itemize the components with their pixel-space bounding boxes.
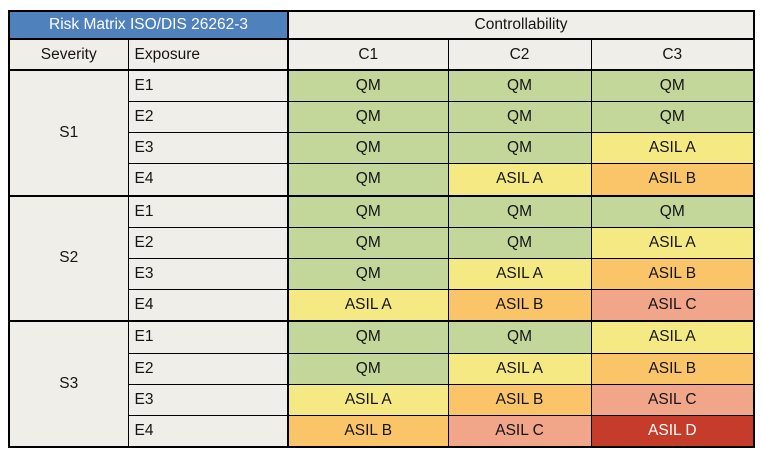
risk-cell-s1-e1-c2: QM <box>447 69 592 103</box>
risk-cell-s3-e1-c3: ASIL A <box>590 320 755 354</box>
risk-cell-s1-e4-c1: QM <box>287 163 449 197</box>
matrix-body: S1 E1 QM QM QM E2 QM QM QM E3 QM QM ASIL A E4 QM ASIL A… <box>8 69 755 448</box>
exposure-cell-s3-e2: E2 <box>127 352 289 385</box>
risk-cell-s3-e3-c2: ASIL B <box>447 383 592 416</box>
risk-cell-s2-e3-c3: ASIL B <box>590 257 755 290</box>
risk-cell-s2-e4-c3: ASIL C <box>590 288 755 322</box>
risk-cell-s3-e2-c1: QM <box>287 352 449 385</box>
risk-cell-s3-e3-c1: ASIL A <box>287 383 449 416</box>
matrix-title: Risk Matrix ISO/DIS 26262-3 <box>8 10 289 40</box>
exposure-cell-s2-e4: E4 <box>127 288 289 322</box>
risk-cell-s2-e1-c3: QM <box>590 194 755 228</box>
risk-cell-s1-e1-c3: QM <box>590 69 755 103</box>
risk-cell-s3-e4-c2: ASIL C <box>447 414 592 448</box>
risk-cell-s1-e1-c1: QM <box>287 69 449 103</box>
controllability-column-header-c2: C2 <box>447 38 592 71</box>
risk-cell-s1-e2-c2: QM <box>447 101 592 134</box>
risk-cell-s3-e4-c1: ASIL B <box>287 414 449 448</box>
exposure-cell-s1-e1: E1 <box>127 69 289 103</box>
title-row: Risk Matrix ISO/DIS 26262-3 Controllabil… <box>8 10 755 40</box>
severity-cell-s1: S1 <box>8 69 129 197</box>
risk-cell-s3-e3-c3: ASIL C <box>590 383 755 416</box>
risk-cell-s3-e1-c2: QM <box>447 320 592 354</box>
severity-cell-s2: S2 <box>8 194 129 322</box>
risk-cell-s1-e2-c1: QM <box>287 101 449 134</box>
exposure-column-header: Exposure <box>127 38 289 71</box>
controllability-column-header-c1: C1 <box>287 38 449 71</box>
risk-cell-s2-e2-c3: ASIL A <box>590 226 755 259</box>
risk-cell-s3-e2-c2: ASIL A <box>447 352 592 385</box>
exposure-cell-s2-e3: E3 <box>127 257 289 290</box>
risk-cell-s2-e2-c1: QM <box>287 226 449 259</box>
exposure-cell-s3-e4: E4 <box>127 414 289 448</box>
risk-cell-s2-e1-c1: QM <box>287 194 449 228</box>
exposure-cell-s3-e3: E3 <box>127 383 289 416</box>
risk-cell-s2-e3-c2: ASIL A <box>447 257 592 290</box>
risk-cell-s1-e3-c3: ASIL A <box>590 132 755 165</box>
risk-cell-s1-e4-c2: ASIL A <box>447 163 592 197</box>
risk-cell-s3-e2-c3: ASIL B <box>590 352 755 385</box>
risk-cell-s2-e2-c2: QM <box>447 226 592 259</box>
risk-cell-s1-e4-c3: ASIL B <box>590 163 755 197</box>
exposure-cell-s1-e2: E2 <box>127 101 289 134</box>
exposure-cell-s1-e4: E4 <box>127 163 289 197</box>
risk-cell-s2-e1-c2: QM <box>447 194 592 228</box>
exposure-cell-s1-e3: E3 <box>127 132 289 165</box>
risk-matrix-table: Risk Matrix ISO/DIS 26262-3 Controllabil… <box>8 10 756 448</box>
risk-cell-s3-e4-c3: ASIL D <box>590 414 755 448</box>
severity-cell-s3: S3 <box>8 320 129 448</box>
risk-cell-s2-e4-c2: ASIL B <box>447 288 592 322</box>
severity-column-header: Severity <box>8 38 129 71</box>
exposure-cell-s3-e1: E1 <box>127 320 289 354</box>
risk-cell-s2-e4-c1: ASIL A <box>287 288 449 322</box>
risk-cell-s3-e1-c1: QM <box>287 320 449 354</box>
risk-cell-s2-e3-c1: QM <box>287 257 449 290</box>
exposure-cell-s2-e2: E2 <box>127 226 289 259</box>
controllability-column-header-c3: C3 <box>590 38 755 71</box>
risk-cell-s1-e3-c2: QM <box>447 132 592 165</box>
risk-cell-s1-e3-c1: QM <box>287 132 449 165</box>
controllability-group-header: Controllability <box>287 10 755 40</box>
exposure-cell-s2-e1: E1 <box>127 194 289 228</box>
column-header-row: Severity Exposure C1 C2 C3 <box>8 38 755 71</box>
risk-cell-s1-e2-c3: QM <box>590 101 755 134</box>
